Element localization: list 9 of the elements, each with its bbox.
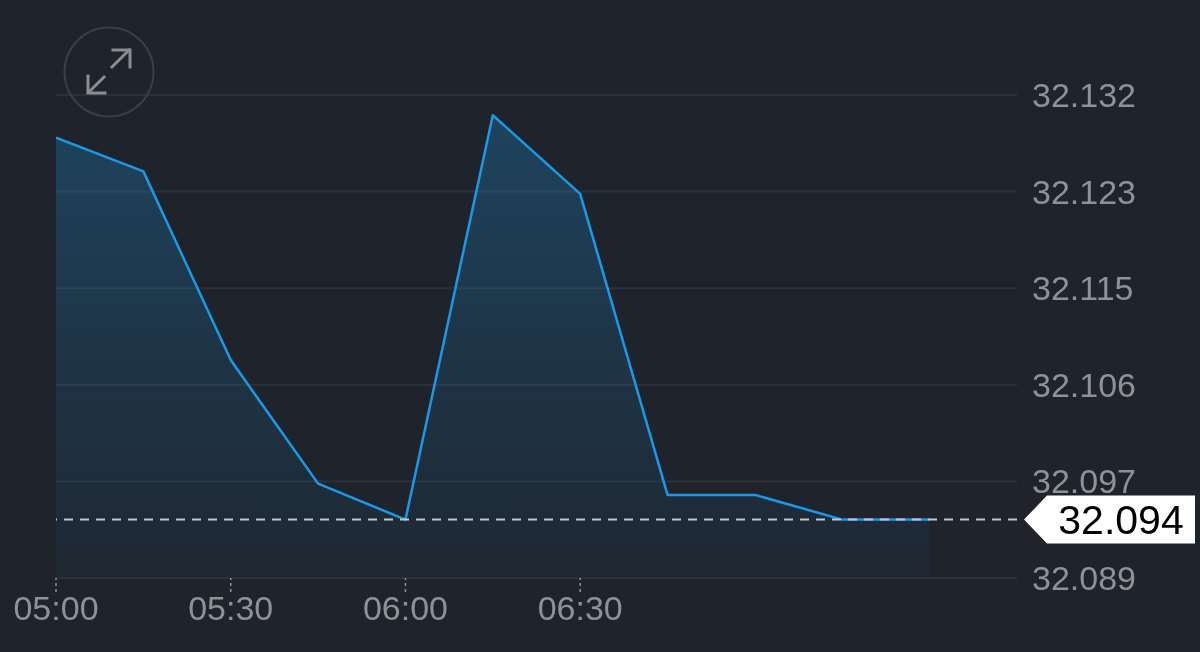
x-tick-label: 05:30 [188, 589, 274, 627]
x-tick-label: 05:00 [13, 589, 99, 627]
y-tick-label: 32.106 [1032, 365, 1136, 404]
y-tick-label: 32.089 [1032, 559, 1136, 597]
x-tick-label: 06:30 [537, 589, 623, 627]
y-tick-label: 32.123 [1032, 172, 1136, 211]
x-tick-label: 06:00 [362, 589, 448, 627]
y-tick-label: 32.132 [1032, 76, 1136, 114]
y-tick-label: 32.115 [1032, 269, 1134, 308]
